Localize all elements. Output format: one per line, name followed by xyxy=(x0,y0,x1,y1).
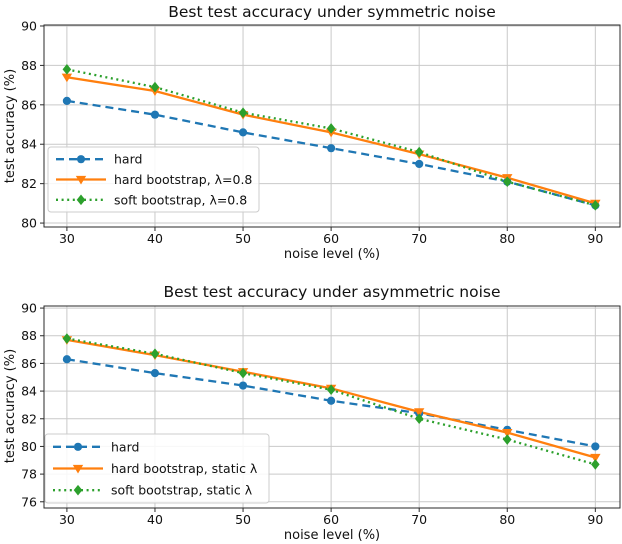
svg-text:30: 30 xyxy=(59,512,75,527)
svg-text:90: 90 xyxy=(21,301,37,316)
svg-text:88: 88 xyxy=(21,58,37,73)
svg-text:60: 60 xyxy=(323,231,339,246)
legend: hard hard bootstrap, static λ soft bootstr… xyxy=(44,433,270,504)
legend: hard hard bootstrap, λ=0.8 soft bootstrap,… xyxy=(47,146,260,213)
svg-text:30: 30 xyxy=(59,231,75,246)
svg-text:84: 84 xyxy=(21,384,37,399)
plot-asymmetric-noise: 30 40 50 60 70 80 90 76 78 80 82 84 86 88 90 hard hard b… xyxy=(21,301,621,527)
svg-text:70: 70 xyxy=(411,231,427,246)
chart-title: Best test accuracy under asymmetric nois… xyxy=(163,283,501,301)
svg-text:80: 80 xyxy=(21,439,37,454)
svg-text:80: 80 xyxy=(21,216,37,231)
svg-text:90: 90 xyxy=(587,231,603,246)
svg-text:82: 82 xyxy=(21,176,37,191)
svg-text:84: 84 xyxy=(21,137,37,152)
svg-text:40: 40 xyxy=(147,512,163,527)
x-axis-label: noise level (%) xyxy=(283,528,381,543)
svg-text:90: 90 xyxy=(21,18,37,33)
chart-title: Best test accuracy under symmetric noise xyxy=(168,3,496,21)
chart-asymmetric-noise: Best test accuracy under asymmetric nois… xyxy=(0,272,622,544)
svg-text:86: 86 xyxy=(21,97,37,112)
svg-text:80: 80 xyxy=(499,231,515,246)
svg-text:40: 40 xyxy=(147,231,163,246)
svg-text:hard: hard xyxy=(114,152,142,167)
svg-text:50: 50 xyxy=(235,231,251,246)
svg-text:70: 70 xyxy=(411,512,427,527)
plot-symmetric-noise: 30 40 50 60 70 80 90 80 82 84 86 88 90 hard hard boots… xyxy=(21,18,621,246)
svg-text:76: 76 xyxy=(21,494,37,509)
chart-symmetric-noise: Best test accuracy under symmetric noise… xyxy=(3,3,621,262)
svg-text:soft bootstrap, static λ: soft bootstrap, static λ xyxy=(111,483,253,498)
svg-text:78: 78 xyxy=(21,467,37,482)
svg-text:60: 60 xyxy=(323,512,339,527)
svg-text:86: 86 xyxy=(21,356,37,371)
svg-text:82: 82 xyxy=(21,411,37,426)
svg-text:88: 88 xyxy=(21,328,37,343)
svg-text:hard bootstrap, static λ: hard bootstrap, static λ xyxy=(111,461,258,476)
svg-text:hard: hard xyxy=(111,439,139,454)
svg-text:soft bootstrap, λ=0.8: soft bootstrap, λ=0.8 xyxy=(114,192,247,207)
x-axis-label: noise level (%) xyxy=(283,247,381,262)
svg-text:50: 50 xyxy=(235,512,251,527)
svg-text:hard bootstrap, λ=0.8: hard bootstrap, λ=0.8 xyxy=(114,172,252,187)
svg-text:80: 80 xyxy=(499,512,515,527)
svg-text:90: 90 xyxy=(587,512,603,527)
